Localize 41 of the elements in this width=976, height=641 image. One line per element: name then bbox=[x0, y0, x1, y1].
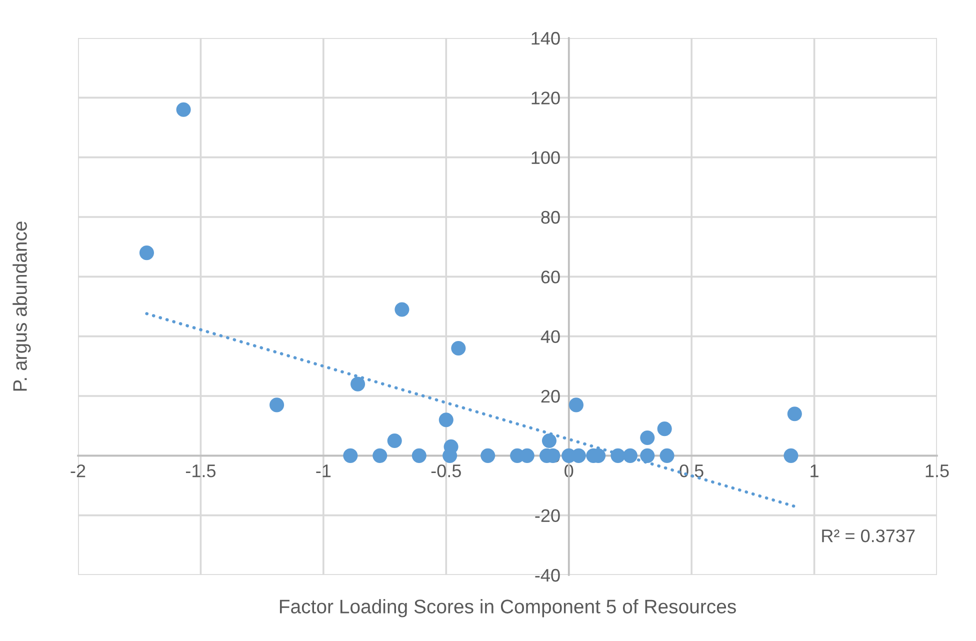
point bbox=[372, 448, 388, 463]
y-tick-label: 120 bbox=[532, 92, 560, 104]
point bbox=[270, 398, 284, 412]
point bbox=[412, 448, 426, 463]
point bbox=[610, 448, 626, 463]
point bbox=[387, 433, 402, 448]
point bbox=[640, 448, 655, 463]
point bbox=[784, 448, 798, 463]
point bbox=[622, 448, 638, 463]
y-tick-label: -40 bbox=[535, 568, 560, 582]
point bbox=[660, 448, 674, 463]
point bbox=[176, 102, 191, 117]
x-tick-label: 1.5 bbox=[926, 464, 949, 478]
y-tick-label: 80 bbox=[541, 210, 560, 224]
x-tick-label: -1 bbox=[316, 464, 331, 478]
x-tick-label: -1.5 bbox=[186, 464, 216, 478]
point bbox=[438, 412, 454, 428]
point bbox=[343, 448, 358, 463]
y-axis-title: P. argus abundance bbox=[12, 222, 31, 391]
y-tick-label: 140 bbox=[532, 32, 560, 45]
point bbox=[451, 340, 466, 356]
point bbox=[480, 448, 496, 463]
point bbox=[568, 398, 584, 412]
point bbox=[787, 406, 802, 422]
point bbox=[442, 448, 458, 463]
x-axis-title: Factor Loading Scores in Component 5 of Resources bbox=[280, 599, 736, 618]
x-tick-label: -2 bbox=[70, 464, 86, 478]
x-tick-label: -0.5 bbox=[431, 464, 461, 478]
y-tick-label: 40 bbox=[540, 330, 560, 344]
y-tick-label: -20 bbox=[535, 509, 560, 522]
point bbox=[657, 422, 672, 436]
point bbox=[394, 302, 410, 317]
x-tick-label: 1 bbox=[810, 464, 818, 478]
y-tick-label: 100 bbox=[532, 151, 560, 164]
annotation: R² = 0.3737 bbox=[822, 529, 915, 542]
y-tick-label: 20 bbox=[541, 390, 560, 403]
point bbox=[640, 430, 655, 446]
y-tick-label: 60 bbox=[541, 270, 560, 284]
point bbox=[350, 376, 366, 392]
point bbox=[139, 246, 154, 260]
point bbox=[542, 433, 557, 448]
